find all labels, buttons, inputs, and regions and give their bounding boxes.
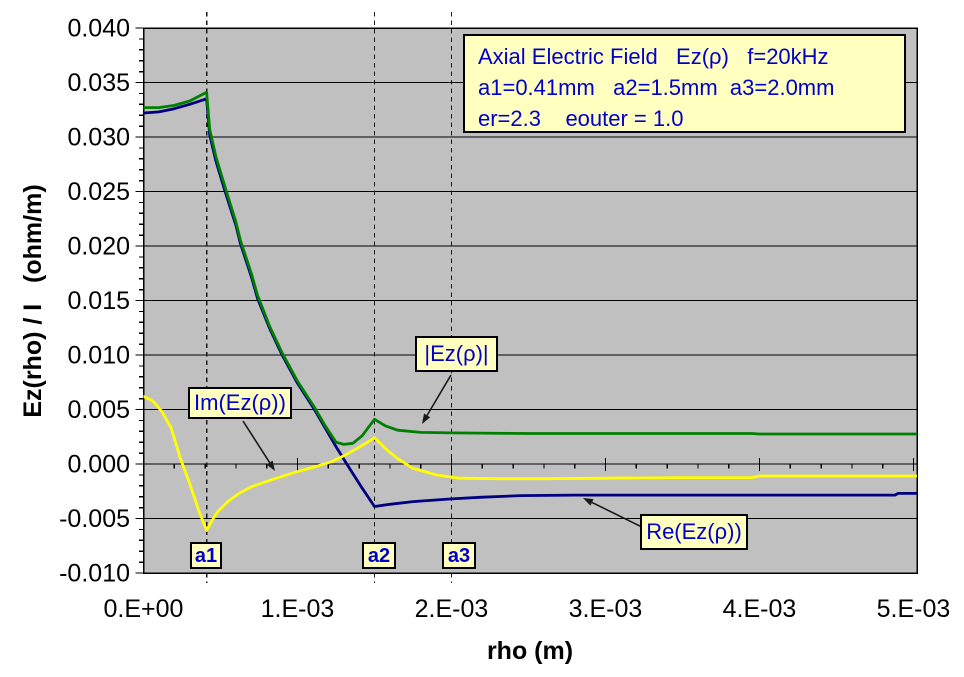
y-tick-label: 0.030 [67,124,130,152]
series-line-1 [143,394,917,532]
series-label-im: Im(Ez(ρ)) [188,387,292,419]
x-tick-label: 5.E-03 [877,595,951,623]
y-tick-label: 0.000 [67,451,130,479]
y-tick-label: 0.015 [67,287,130,315]
marker-label-a1: a1 [190,542,222,569]
chart-title-line1: Axial Electric Field Ez(ρ) f=20kHz [478,44,829,69]
marker-label-a2: a2 [362,542,396,569]
series-label-re: Re(Ez(ρ)) [640,514,748,550]
x-axis-title: rho (m) [486,637,574,665]
y-tick-label: 0.025 [67,178,130,206]
y-tick-label: 0.020 [67,233,130,261]
y-tick-label: 0.035 [67,69,130,97]
arrow-to-magnitude [426,374,452,416]
arrow-to-im-head [266,460,275,471]
y-tick-label: 0.005 [67,396,130,424]
arrow-to-re-head [583,498,594,506]
y-tick-label: 0.010 [67,342,130,370]
y-tick-label: 0.040 [67,15,130,43]
series-line-2 [143,90,917,446]
chart-title-box: Axial Electric Field Ez(ρ) f=20kHz a1=0.4… [463,34,906,133]
marker-label-a3: a3 [442,542,476,569]
arrow-to-magnitude-head [422,413,431,424]
x-tick-label: 0.E+00 [104,595,184,623]
arrow-to-im [242,420,271,464]
y-tick-label: -0.005 [59,505,130,533]
x-tick-label: 2.E-03 [415,595,489,623]
x-tick-label: 3.E-03 [569,595,643,623]
series-label-magnitude: |Ez(ρ)| [415,336,498,372]
chart-title-line2: a1=0.41mm a2=1.5mm a3=2.0mm [478,75,835,100]
x-tick-label: 4.E-03 [723,595,797,623]
x-tick-label: 1.E-03 [261,595,335,623]
chart-title-line3: er=2.3 eouter = 1.0 [478,106,684,131]
y-tick-label: -0.010 [59,560,130,588]
y-axis-title: Ez(rho) / I (ohm/m) [19,184,47,418]
arrow-to-re [591,501,647,530]
